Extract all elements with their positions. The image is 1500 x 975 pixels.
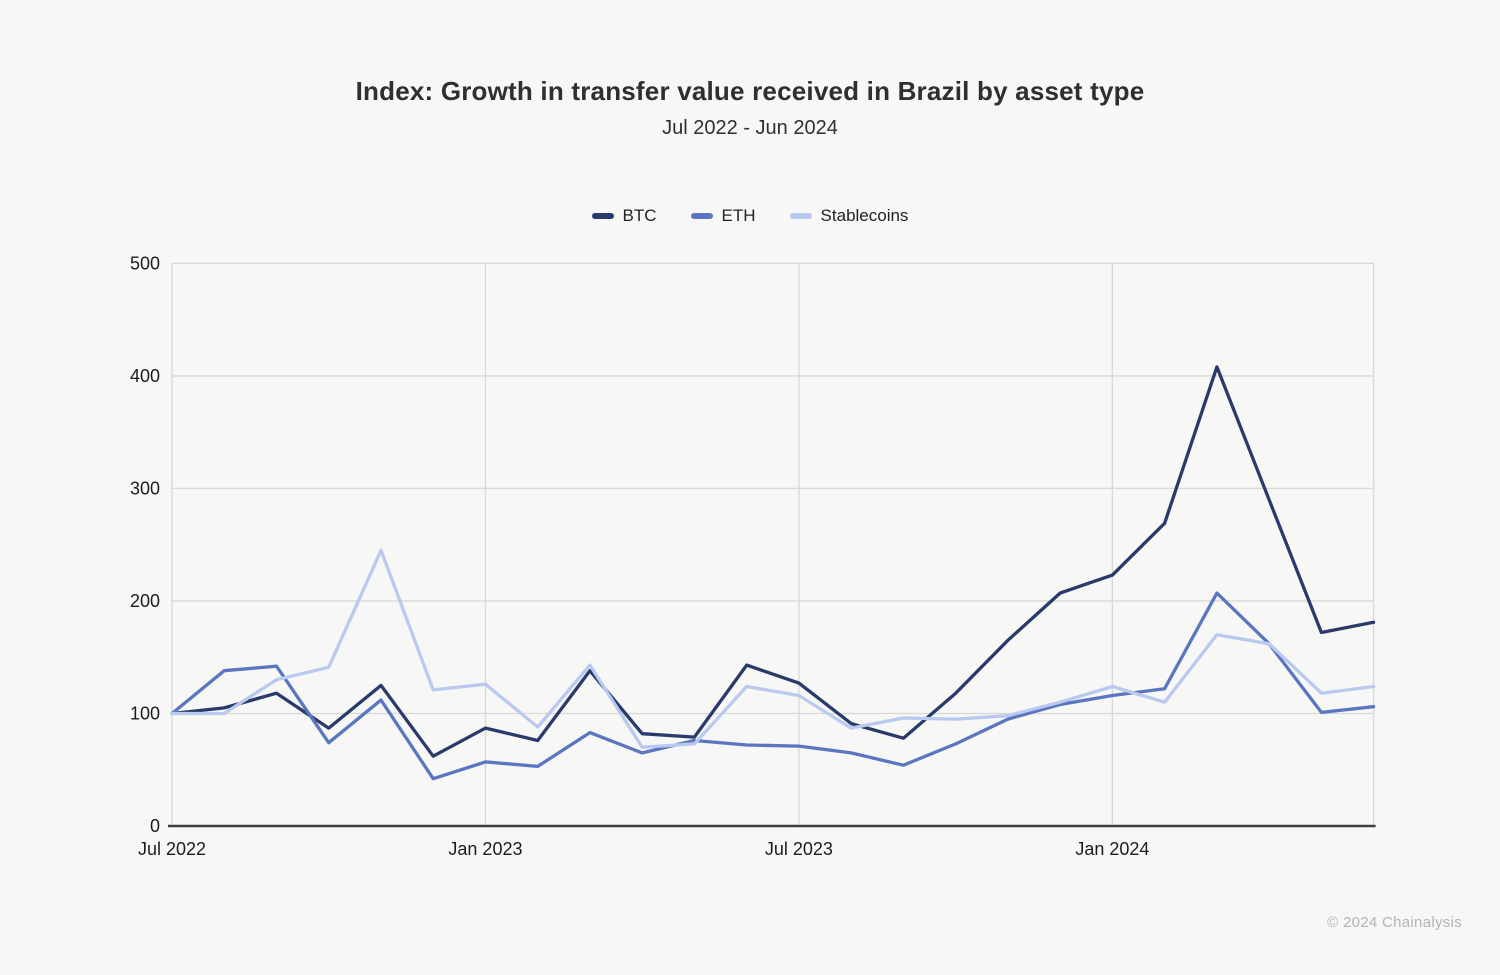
chart-title: Index: Growth in transfer value received…	[355, 76, 1145, 106]
y-tick-label: 100	[130, 703, 160, 723]
legend: BTC ETH Stablecoins	[0, 206, 1500, 226]
y-tick-label: 300	[130, 478, 160, 498]
chart-subtitle: Jul 2022 - Jun 2024	[662, 117, 838, 139]
x-tick-label: Jul 2022	[138, 839, 206, 859]
legend-label-stablecoins: Stablecoins	[820, 206, 909, 225]
legend-swatch-stablecoins-icon	[789, 213, 812, 219]
y-tick-label: 200	[130, 591, 160, 611]
x-tick-label: Jul 2023	[765, 839, 833, 859]
y-tick-label: 500	[130, 253, 160, 273]
legend-swatch-btc-icon	[591, 213, 614, 219]
x-tick-label: Jan 2023	[448, 839, 522, 859]
legend-item-eth: ETH	[690, 206, 756, 226]
copyright-text: © 2024 Chainalysis	[1327, 914, 1462, 931]
y-tick-label: 400	[130, 366, 160, 386]
y-tick-label: 0	[150, 816, 160, 836]
legend-label-btc: BTC	[622, 206, 657, 225]
legend-item-stablecoins: Stablecoins	[789, 206, 909, 226]
legend-swatch-eth-icon	[690, 213, 713, 219]
x-tick-label: Jan 2024	[1075, 839, 1149, 859]
series-line-eth	[170, 591, 1376, 781]
legend-item-btc: BTC	[591, 206, 657, 226]
series-line-stablecoins	[170, 548, 1376, 749]
series-line-btc	[170, 365, 1376, 758]
legend-label-eth: ETH	[721, 206, 756, 225]
